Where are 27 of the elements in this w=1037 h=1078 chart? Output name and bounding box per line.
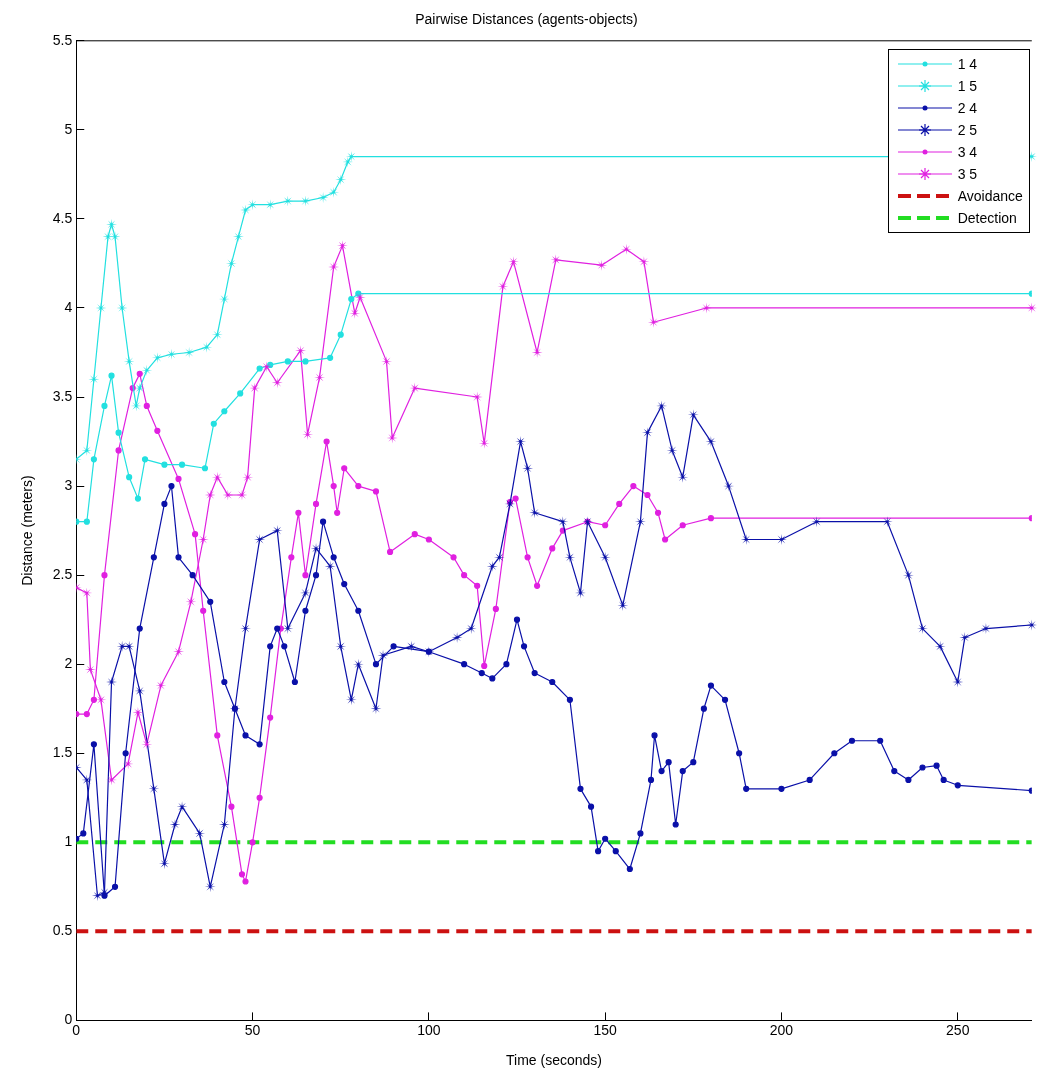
- y-tick-label: 3: [64, 476, 73, 493]
- y-tick-label: 4.5: [52, 209, 73, 226]
- y-tick-label: 1.5: [52, 744, 73, 761]
- y-tick-label: 0.5: [52, 922, 73, 939]
- y-tick-label: 4: [64, 298, 73, 315]
- legend-label: 1 5: [957, 77, 978, 94]
- legend-label: 2 5: [957, 121, 978, 138]
- chart-title: Pairwise Distances (agents-objects): [415, 11, 638, 28]
- legend-label: 2 4: [957, 99, 978, 116]
- y-tick-label: 5: [64, 120, 73, 137]
- x-tick-label: 150: [593, 1021, 618, 1038]
- y-tick-label: 2: [64, 655, 73, 672]
- x-tick-label: 100: [417, 1021, 441, 1038]
- x-axis-title: Time (seconds): [506, 1052, 603, 1069]
- y-tick-label: 1: [64, 833, 73, 850]
- legend-label: 1 4: [957, 55, 978, 72]
- y-tick-label: 5.5: [52, 31, 73, 48]
- y-tick-label: 2.5: [52, 565, 73, 582]
- y-axis-title: Distance (meters): [19, 475, 36, 586]
- legend-label: 3 5: [957, 165, 978, 182]
- x-tick-label: 200: [769, 1021, 794, 1038]
- legend-label: 3 4: [957, 143, 978, 160]
- y-tick-label: 3.5: [52, 387, 73, 404]
- legend-label: Avoidance: [957, 187, 1023, 204]
- x-tick-label: 250: [946, 1021, 970, 1038]
- x-tick-label: 50: [244, 1021, 261, 1038]
- legend-label: Detection: [957, 209, 1017, 226]
